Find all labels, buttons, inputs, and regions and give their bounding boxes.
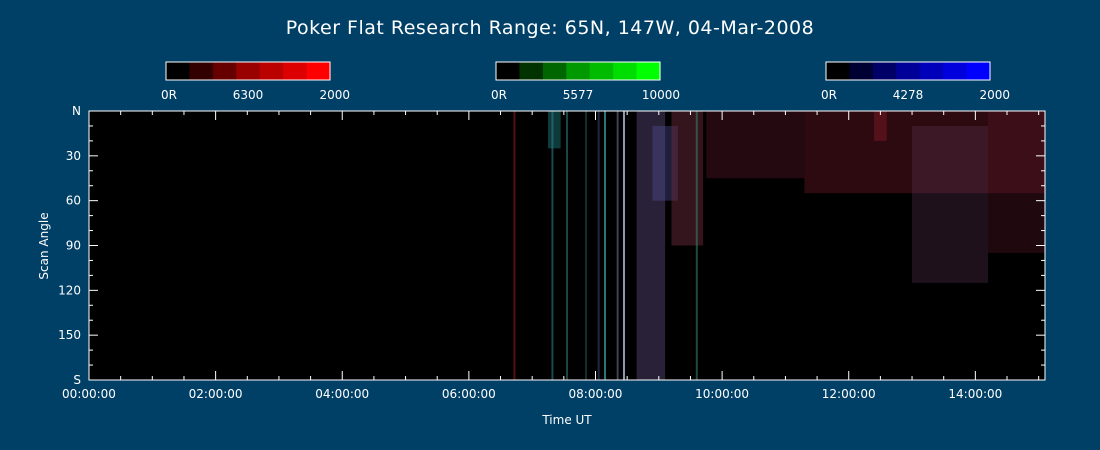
colorbar-max-label: 2000 [319,88,350,102]
colorbar-swatch [519,62,544,80]
x-tick-label: 02:00:00 [189,387,243,401]
colorbar-6300: 0R 6300 2000 [161,61,350,102]
colorbar-swatch [306,62,331,80]
emission-streak [566,111,568,380]
x-tick-label: 14:00:00 [948,387,1002,401]
x-tick-label: 00:00:00 [62,387,116,401]
colorbar-swatch [943,62,968,80]
colorbar-swatch [636,62,661,80]
colorbar-frame [165,61,331,81]
colorbar-swatch [966,62,991,80]
colorbar-swatch [166,62,191,80]
emission-band [548,111,561,149]
emission-streak [603,111,606,380]
emission-band [874,111,887,141]
colorbar-swatch [589,62,614,80]
colorbar-frame [495,61,661,81]
y-tick-label: 150 [58,328,81,342]
emission-band [804,111,1045,194]
emission-streak [513,111,516,380]
colorbar-min-label: 0R [161,88,177,102]
colorbar-5577: 0R 5577 10000 [491,61,680,102]
x-tick-label: 06:00:00 [442,387,496,401]
emission-streak [695,111,698,380]
colorbar-swatch [826,62,851,80]
y-axis-label: Scan Angle [37,212,51,279]
colorbar-swatch [189,62,214,80]
colorbar-swatch [566,62,591,80]
y-tick-label: 60 [66,194,81,208]
colorbar-min-label: 0R [491,88,507,102]
emission-streak [616,111,619,380]
emission-band [912,125,989,283]
x-tick-label: 12:00:00 [822,387,876,401]
colorbar-swatch [542,62,567,80]
axes: 00:00:00 02:00:00 04:00:00 06:00:00 08:00:00… [58,104,1046,401]
colorbar-swatch [896,62,921,80]
colorbar-min-label: 0R [821,88,837,102]
x-axis-label: Time UT [541,413,592,427]
colorbar-swatch [872,62,897,80]
colorbar-swatch [259,62,284,80]
emission-streak [622,111,625,380]
y-tick-label: S [73,373,81,387]
colorbar-swatch [919,62,944,80]
colorbar-max-label: 2000 [979,88,1010,102]
y-tick-label: 120 [58,283,81,297]
emission-band [636,111,666,380]
emission-streak [597,111,600,380]
colorbar-wavelength-label: 4278 [893,88,924,102]
colorbar-swatch [496,62,521,80]
y-tick-label: 30 [66,149,81,163]
colorbar-swatch [613,62,638,80]
emission-band [671,111,704,246]
emission-features [513,111,1045,380]
y-tick-label: 90 [66,239,81,253]
colorbar-swatch [236,62,261,80]
emission-streak [584,111,587,380]
colorbar-wavelength-label: 5577 [563,88,594,102]
emission-streak [551,111,554,380]
colorbar-swatch [212,62,237,80]
y-tick-label: N [72,104,81,118]
emission-band [706,111,805,179]
x-tick-label: 04:00:00 [315,387,369,401]
emission-band [988,111,1045,253]
chart-title: Poker Flat Research Range: 65N, 147W, 04… [285,17,815,39]
colorbar-max-label: 10000 [642,88,680,102]
x-tick-label: 08:00:00 [569,387,623,401]
colorbar-swatch [283,62,308,80]
x-tick-label: 10:00:00 [695,387,749,401]
colorbar-swatch [849,62,874,80]
colorbar-4278: 0R 4278 2000 [821,61,1010,102]
colorbar-legend: 0R 6300 2000 0R 5577 10000 0R 4278 2000 [0,0,1100,110]
colorbar-svg: 0R 6300 2000 0R 5577 10000 0R 4278 2000 [161,61,1010,102]
colorbar-wavelength-label: 6300 [233,88,264,102]
colorbar-frame [825,61,991,81]
